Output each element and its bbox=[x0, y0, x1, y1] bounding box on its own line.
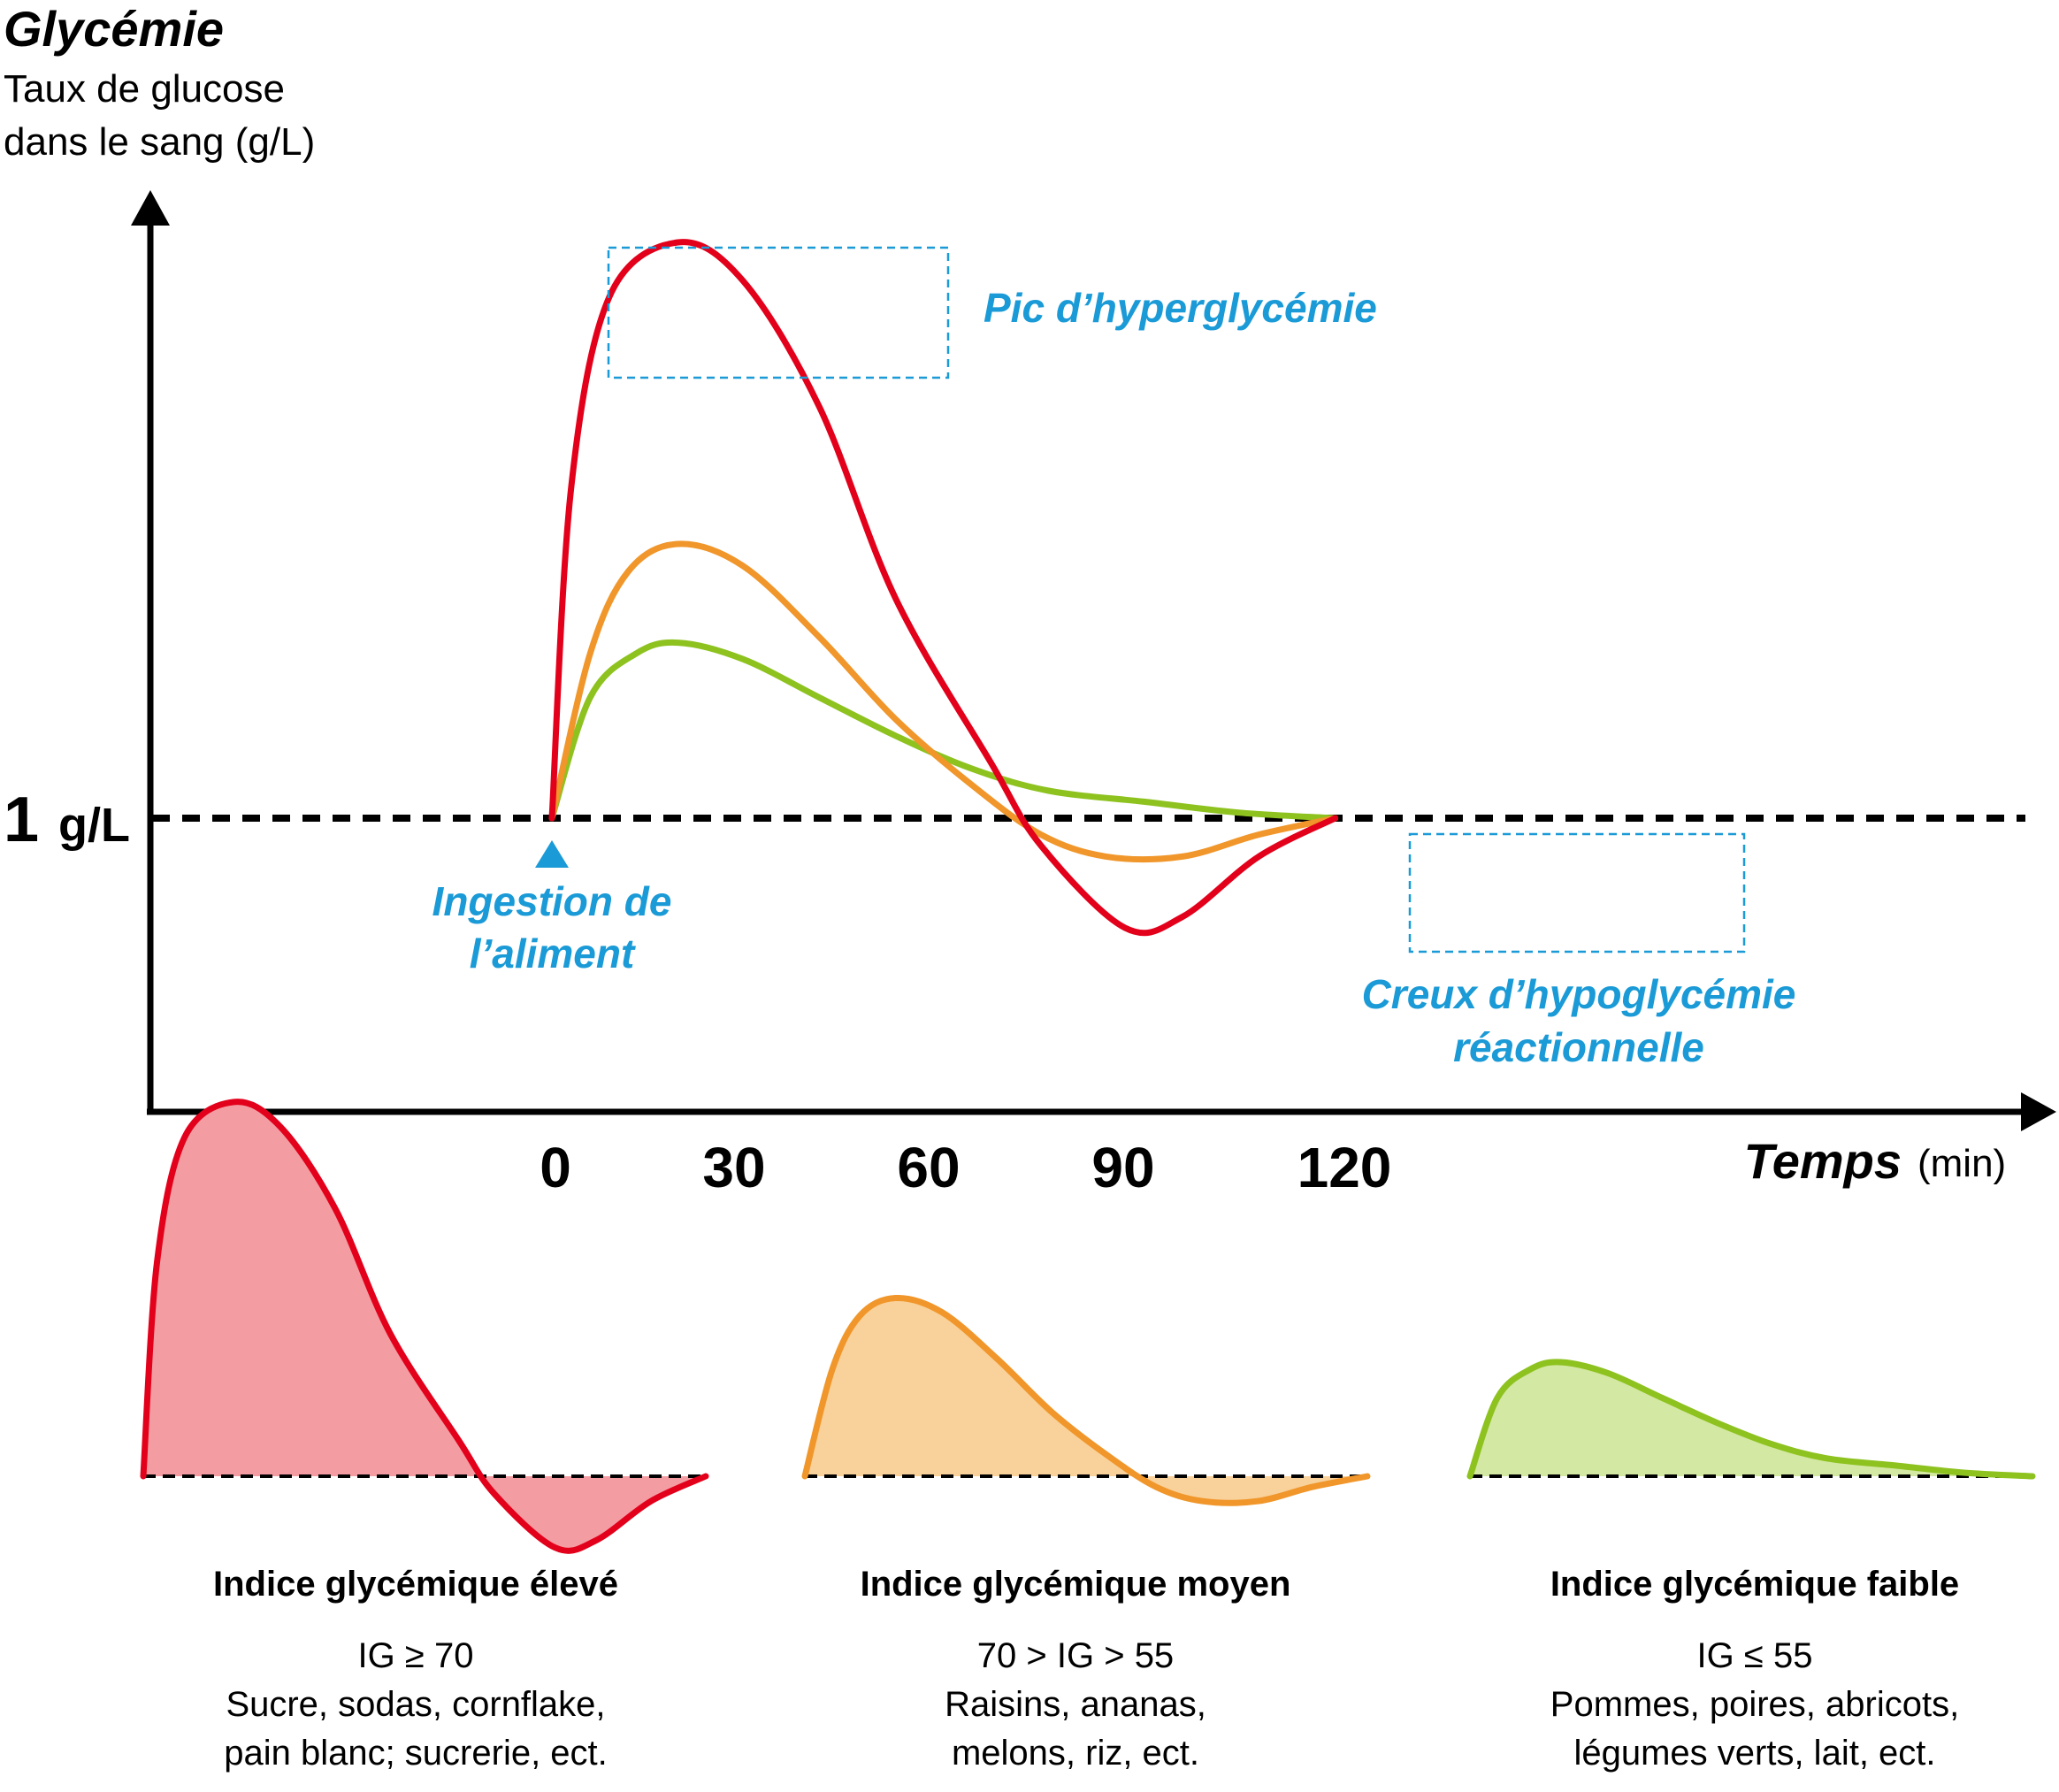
trough-annotation-line-1: Creux d’hypoglycémie bbox=[1362, 971, 1796, 1017]
trough-annotation-line-2: réactionnelle bbox=[1453, 1024, 1704, 1070]
category-examples-low-2: légumes verts, lait, ect. bbox=[1573, 1734, 1935, 1773]
mini-charts-layer bbox=[140, 1099, 2036, 1554]
mini-chart-low-area bbox=[1470, 1361, 2032, 1476]
category-examples-medium-1: Raisins, ananas, bbox=[945, 1685, 1206, 1724]
ingestion-annotation-line-1: Ingestion de bbox=[432, 878, 672, 924]
x-tick-label: 120 bbox=[1297, 1136, 1392, 1199]
category-ig-high: IG ≥ 70 bbox=[358, 1636, 474, 1675]
x-tick-label: 90 bbox=[1091, 1136, 1154, 1199]
category-title-high: Indice glycémique élevé bbox=[213, 1565, 618, 1604]
y-axis-label-line-1: Taux de glucose bbox=[4, 67, 285, 111]
category-ig-medium: 70 > IG > 55 bbox=[977, 1636, 1174, 1675]
x-axis-title: Temps bbox=[1744, 1133, 1902, 1189]
mini-chart-high-curve bbox=[140, 1099, 709, 1554]
x-tick-label: 0 bbox=[540, 1136, 571, 1199]
category-examples-high-2: pain blanc; sucrerie, ect. bbox=[224, 1734, 608, 1773]
category-title-medium: Indice glycémique moyen bbox=[861, 1565, 1291, 1604]
peak-highlight-box bbox=[607, 246, 950, 379]
ingestion-annotation-line-2: l’aliment bbox=[470, 930, 636, 976]
mini-chart-medium-curve bbox=[801, 1294, 1371, 1506]
y-axis-label-line-2: dans le sang (g/L) bbox=[4, 120, 315, 164]
mini-chart-low-curve bbox=[1466, 1359, 2036, 1480]
y-axis-arrow bbox=[131, 190, 170, 226]
ingestion-marker-icon bbox=[535, 840, 569, 868]
curve-high-gi bbox=[548, 239, 1339, 937]
x-tick-label: 30 bbox=[702, 1136, 765, 1199]
category-ig-low: IG ≤ 55 bbox=[1697, 1636, 1813, 1675]
reference-label-number: 1 bbox=[4, 785, 39, 855]
x-tick-label: 60 bbox=[897, 1136, 960, 1199]
reference-label-unit: g/L bbox=[58, 799, 130, 852]
category-examples-medium-2: melons, riz, ect. bbox=[952, 1734, 1199, 1773]
mini-chart-high-area bbox=[143, 1101, 706, 1551]
x-axis-unit: (min) bbox=[1917, 1142, 2006, 1185]
category-examples-high-1: Sucre, sodas, cornflake, bbox=[226, 1685, 605, 1724]
x-axis-arrow bbox=[2021, 1092, 2056, 1131]
peak-annotation: Pic d’hyperglycémie bbox=[984, 285, 1377, 331]
curve-medium-gi bbox=[548, 540, 1339, 862]
category-examples-low-1: Pommes, poires, abricots, bbox=[1550, 1685, 1959, 1724]
chart-title: Glycémie bbox=[4, 1, 224, 57]
curve-low-gi bbox=[548, 639, 1339, 822]
curves-layer bbox=[548, 239, 1339, 937]
mini-chart-medium-area bbox=[805, 1298, 1367, 1504]
category-title-low: Indice glycémique faible bbox=[1550, 1565, 1959, 1604]
trough-highlight-box bbox=[1408, 832, 1746, 953]
